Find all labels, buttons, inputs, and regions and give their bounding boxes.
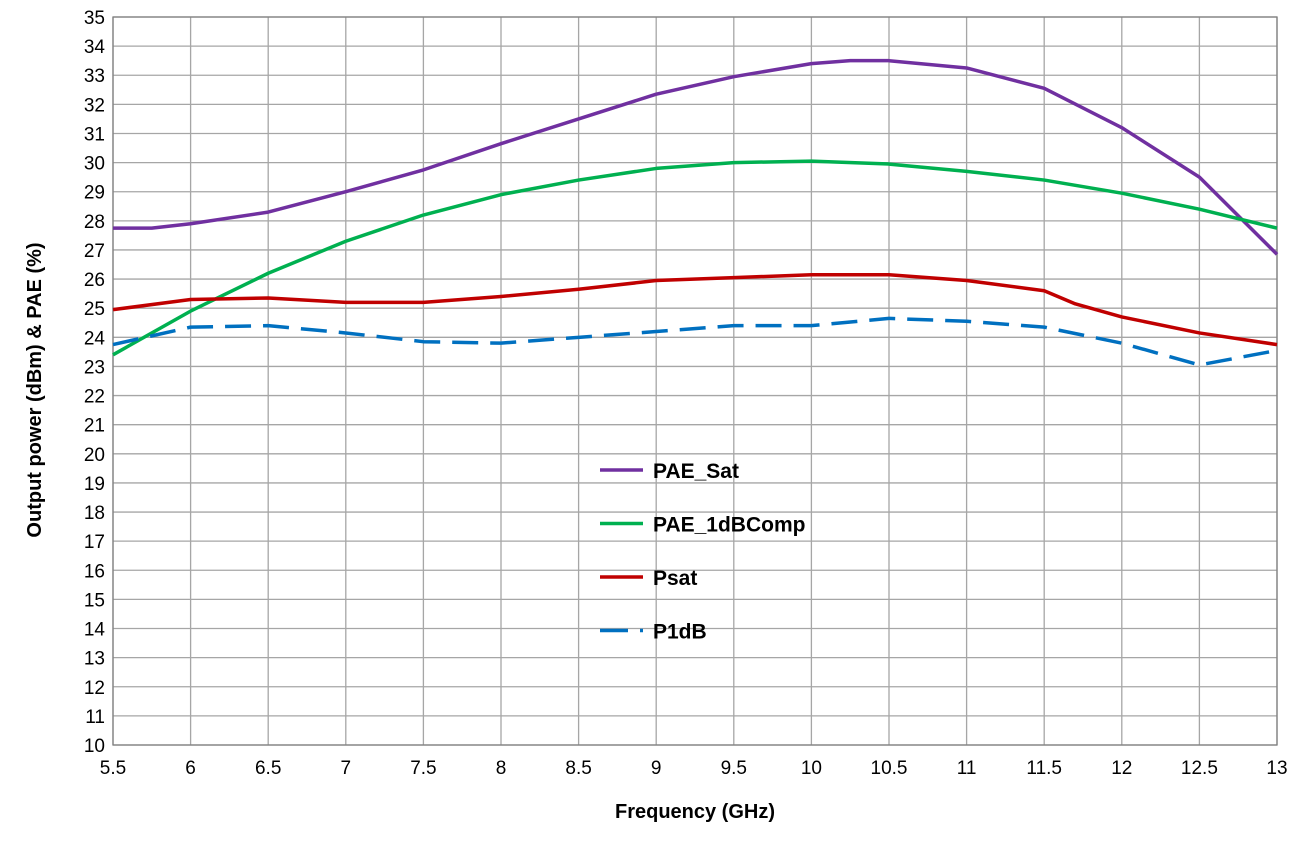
x-tick-label: 9 — [651, 758, 662, 779]
y-axis-label: Output power (dBm) & PAE (%) — [24, 242, 46, 537]
x-tick-label: 10.5 — [871, 758, 908, 779]
y-tick-label: 28 — [84, 212, 105, 233]
series-lines — [112, 58, 1279, 367]
x-tick-label: 5.5 — [100, 758, 126, 779]
y-tick-label: 17 — [84, 532, 105, 553]
y-tick-label: 15 — [84, 590, 105, 611]
legend-label: P1dB — [653, 621, 707, 644]
y-tick-label: 31 — [84, 124, 105, 145]
y-tick-label: 30 — [84, 154, 105, 175]
x-tick-label: 9.5 — [721, 758, 747, 779]
legend: PAE_Sat PAE_1dBComp Psat P1dB — [600, 460, 805, 644]
y-tick-label: 10 — [84, 736, 105, 757]
y-tick-label: 32 — [84, 95, 105, 116]
y-tick-label: 26 — [84, 270, 105, 291]
y-tick-label: 12 — [84, 678, 105, 699]
x-tick-label: 8 — [496, 758, 507, 779]
x-tick-label: 12 — [1111, 758, 1132, 779]
y-tick-label: 16 — [84, 561, 105, 582]
series-line-psat — [112, 272, 1278, 347]
tick-labels: 10 11 12 13 14 15 16 17 18 19 20 21 22 23 24 25 26 27 28 29… — [84, 8, 1288, 779]
x-tick-label: 11.5 — [1026, 758, 1062, 779]
y-tick-label: 33 — [84, 66, 105, 87]
y-tick-label: 34 — [84, 37, 106, 58]
x-tick-label: 6 — [185, 758, 196, 779]
x-tick-label: 13 — [1266, 758, 1287, 779]
series-line-p1db — [112, 316, 1278, 367]
x-tick-label: 12.5 — [1181, 758, 1218, 779]
y-tick-label: 35 — [84, 8, 105, 29]
x-tick-label: 6.5 — [255, 758, 281, 779]
y-tick-label: 11 — [85, 707, 105, 728]
y-tick-label: 24 — [84, 328, 106, 349]
series-line-pae-1dbcomp — [112, 159, 1278, 357]
legend-label: Psat — [653, 567, 697, 590]
y-tick-label: 27 — [84, 241, 105, 262]
x-tick-label: 11 — [957, 758, 977, 779]
x-axis-label: Frequency (GHz) — [615, 801, 775, 823]
y-tick-label: 20 — [84, 445, 105, 466]
series-line-pae-sat — [113, 58, 1279, 256]
x-tick-label: 7 — [341, 758, 352, 779]
y-tick-label: 23 — [84, 357, 105, 378]
y-tick-label: 29 — [84, 183, 105, 204]
y-tick-label: 25 — [84, 299, 105, 320]
plot-border — [112, 16, 1278, 746]
x-tick-label: 8.5 — [565, 758, 591, 779]
legend-label: PAE_1dBComp — [653, 514, 805, 537]
y-tick-label: 14 — [84, 620, 106, 641]
x-tick-label: 10 — [801, 758, 822, 779]
y-tick-label: 18 — [84, 503, 105, 524]
x-tick-label: 7.5 — [410, 758, 436, 779]
y-tick-label: 21 — [84, 416, 105, 437]
legend-label: PAE_Sat — [653, 460, 739, 483]
y-tick-label: 13 — [84, 649, 105, 670]
grid — [112, 16, 1278, 746]
y-tick-label: 22 — [84, 387, 105, 408]
y-tick-label: 19 — [84, 474, 105, 495]
